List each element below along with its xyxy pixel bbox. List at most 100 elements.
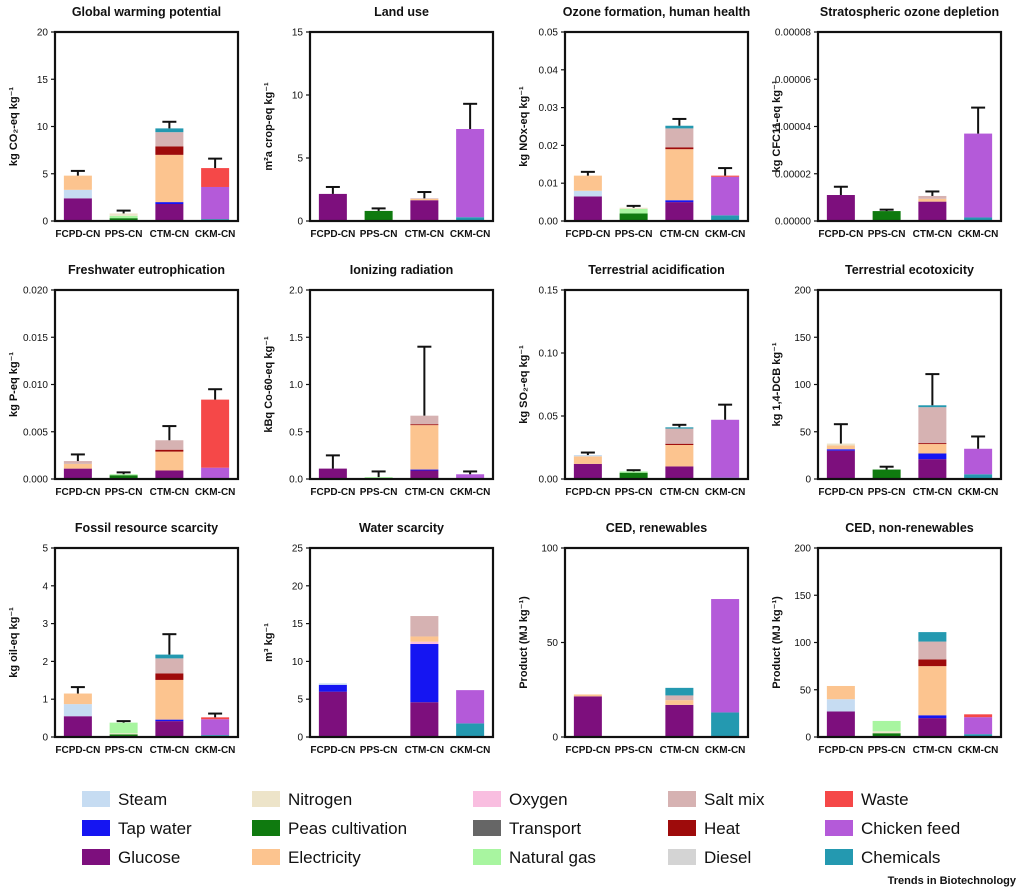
segment-tap-water — [918, 453, 947, 460]
y-tick-label: 5 — [42, 544, 48, 555]
segment-electricity — [410, 198, 439, 201]
segment-chemicals — [964, 734, 993, 737]
segment-salt-mix — [410, 616, 439, 637]
chart-title: Stratospheric ozone depletion — [820, 5, 999, 19]
bar-pps-cn — [109, 471, 138, 479]
segment-tap-water — [155, 202, 184, 204]
category-label: FCPD-CN — [55, 229, 100, 240]
segment-waste — [201, 399, 230, 468]
legend-swatch — [668, 791, 696, 807]
segment-electricity — [665, 149, 694, 201]
segment-nitrogen — [109, 213, 138, 216]
bar-ctm-cn — [665, 423, 694, 479]
chart-ced-non-renewables: CED, non-renewables 0 50 100 150 200 Product (… — [771, 521, 1003, 756]
category-label: FCPD-CN — [310, 487, 355, 498]
y-tick-label: 200 — [794, 286, 811, 297]
segment-glucose — [573, 196, 602, 221]
category-label: FCPD-CN — [310, 745, 355, 756]
legend-item-glucose: Glucose — [82, 848, 180, 867]
category-label: PPS-CN — [105, 487, 143, 498]
legend-swatch — [668, 820, 696, 836]
legend-item-salt-mix: Salt mix — [668, 790, 765, 809]
y-tick-label: 0.000 — [23, 475, 48, 486]
segment-glucose — [918, 718, 947, 737]
category-label: FCPD-CN — [818, 487, 863, 498]
segment-natural-gas — [109, 722, 138, 734]
y-tick-label: 3 — [42, 619, 48, 630]
y-axis-label: kg CFC11-eq kg⁻¹ — [771, 80, 783, 172]
category-label: CKM-CN — [958, 745, 999, 756]
legend-label: Tap water — [118, 819, 192, 838]
y-tick-label: 150 — [794, 333, 811, 344]
chart-global-warming-potential: Global warming potential 0 5 10 15 20 kg CO₂-e… — [8, 5, 240, 240]
y-tick-label: 0.00008 — [775, 28, 812, 39]
chart-title: Ozone formation, human health — [563, 5, 751, 19]
y-tick-label: 50 — [547, 638, 559, 649]
y-tick-label: 100 — [794, 380, 811, 391]
segment-natural-gas — [872, 720, 901, 732]
legend-label: Salt mix — [704, 790, 765, 809]
y-tick-label: 25 — [292, 544, 304, 555]
segment-tap-water — [410, 469, 439, 471]
y-axis-label: kg 1,4-DCB kg⁻¹ — [771, 342, 783, 426]
chart-freshwater-eutrophication: Freshwater eutrophication 0.000 0.005 0.010… — [8, 263, 240, 498]
bar-ckm-cn — [964, 106, 993, 221]
segment-natural-gas — [109, 474, 138, 476]
category-label: CKM-CN — [450, 487, 491, 498]
segment-glucose — [665, 202, 694, 221]
legend-swatch — [825, 791, 853, 807]
bar-pps-cn — [872, 720, 901, 737]
chart-terrestrial-ecotoxicity: Terrestrial ecotoxicity 0 50 100 150 200 kg 1,… — [771, 263, 1003, 498]
category-label: PPS-CN — [868, 745, 906, 756]
segment-chicken-feed — [201, 719, 230, 736]
legend-label: Natural gas — [509, 848, 596, 867]
bar-fcpd-cn — [63, 686, 92, 737]
segment-heat — [410, 424, 439, 426]
category-label: FCPD-CN — [565, 745, 610, 756]
segment-electricity — [918, 198, 947, 202]
segment-chemicals — [918, 405, 947, 408]
segment-glucose — [573, 463, 602, 479]
segment-salt-mix — [155, 658, 184, 674]
segment-electricity — [826, 445, 855, 450]
plot-frame — [53, 30, 240, 223]
plot-frame — [816, 546, 1003, 739]
legend-label: Steam — [118, 790, 167, 809]
segment-nitrogen — [619, 207, 648, 209]
segment-glucose — [318, 468, 347, 479]
y-tick-label: 50 — [800, 427, 812, 438]
plot-frame — [563, 288, 750, 481]
y-axis-label: m²a crop-eq kg⁻¹ — [263, 82, 275, 171]
segment-electricity — [826, 685, 855, 700]
legend-swatch — [252, 820, 280, 836]
category-label: PPS-CN — [360, 745, 398, 756]
segment-peas-cultivation — [872, 469, 901, 479]
segment-electricity — [573, 694, 602, 697]
segment-chemicals — [964, 217, 993, 221]
bar-fcpd-cn — [318, 683, 347, 737]
y-tick-label: 0.04 — [539, 65, 559, 76]
segment-glucose — [665, 466, 694, 479]
bar-ctm-cn — [410, 345, 439, 479]
segment-chemicals — [155, 654, 184, 659]
category-label: PPS-CN — [360, 229, 398, 240]
legend-label: Glucose — [118, 848, 180, 867]
segment-electricity — [155, 154, 184, 203]
y-tick-label: 0.01 — [539, 179, 559, 190]
category-label: PPS-CN — [105, 229, 143, 240]
legend-label: Nitrogen — [288, 790, 352, 809]
category-label: CKM-CN — [450, 229, 491, 240]
segment-natural-gas — [619, 471, 648, 473]
segment-steam — [573, 455, 602, 457]
y-tick-label: 100 — [794, 638, 811, 649]
segment-chicken-feed — [711, 419, 740, 478]
segment-electricity — [665, 444, 694, 467]
legend: Steam Tap water Glucose Nitrogen Peas cultiv… — [82, 790, 960, 867]
legend-swatch — [473, 820, 501, 836]
legend-swatch — [252, 849, 280, 865]
category-label: FCPD-CN — [818, 745, 863, 756]
plot-frame — [308, 288, 495, 481]
category-label: FCPD-CN — [565, 487, 610, 498]
category-label: PPS-CN — [360, 487, 398, 498]
